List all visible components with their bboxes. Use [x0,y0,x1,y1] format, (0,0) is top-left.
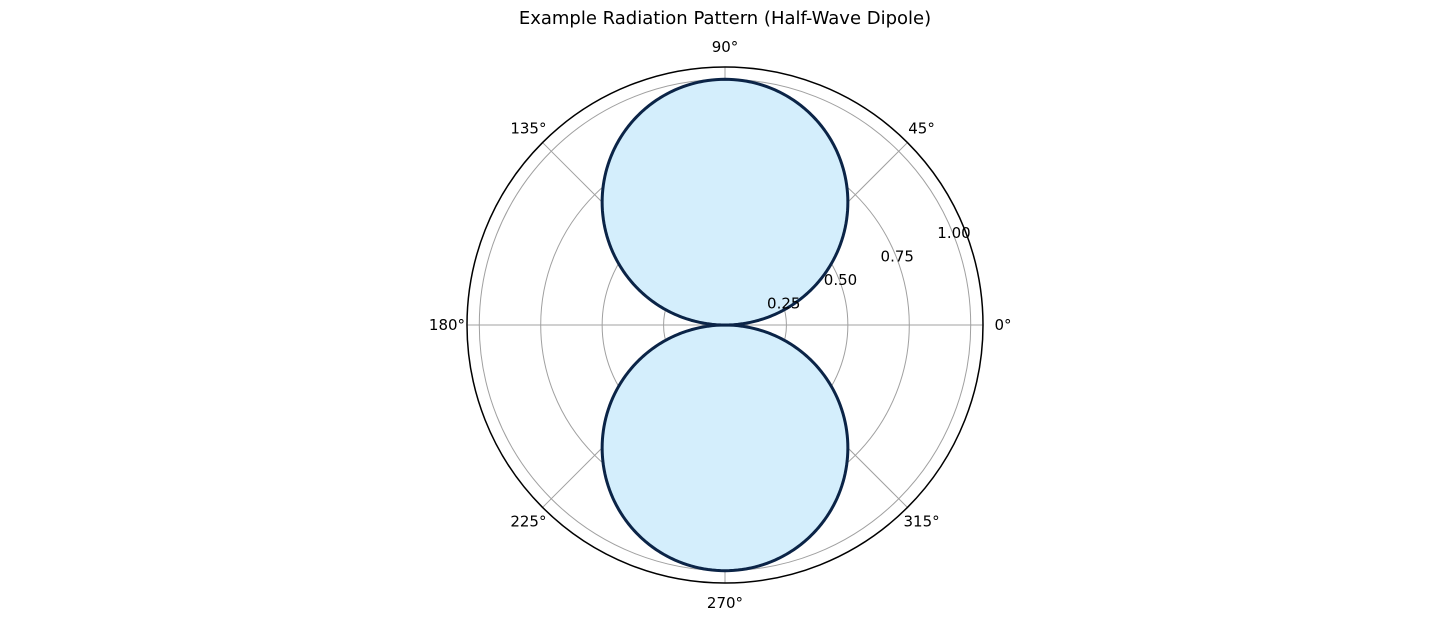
angular-tick-label-0: 0° [994,316,1011,334]
series-layer [600,77,850,573]
frame-layer [466,66,984,584]
angular-tick-label-225: 225° [510,513,546,531]
chart-title: Example Radiation Pattern (Half-Wave Dip… [518,8,932,29]
series-fill [602,79,848,571]
angular-tick-label-90: 90° [712,38,739,56]
angular-tick-label-315: 315° [904,513,940,531]
label-layer: 0° 45° 90° 135° 180° 225° 270° 315° 0.25 0.50 0.75… [429,38,1012,612]
angular-tick-label-45: 45° [908,119,935,137]
radial-tick-label-0.25: 0.25 [767,294,800,312]
series-line [600,77,850,573]
radial-tick-label-0.75: 0.75 [881,247,914,265]
angular-tick-label-135: 135° [510,119,546,137]
radial-tick-label-1.00: 1.00 [937,224,970,242]
radial-tick-label-0.50: 0.50 [824,271,857,289]
polar-frame [466,66,984,584]
angular-tick-label-270: 270° [707,594,743,612]
angular-tick-label-180: 180° [429,316,465,334]
